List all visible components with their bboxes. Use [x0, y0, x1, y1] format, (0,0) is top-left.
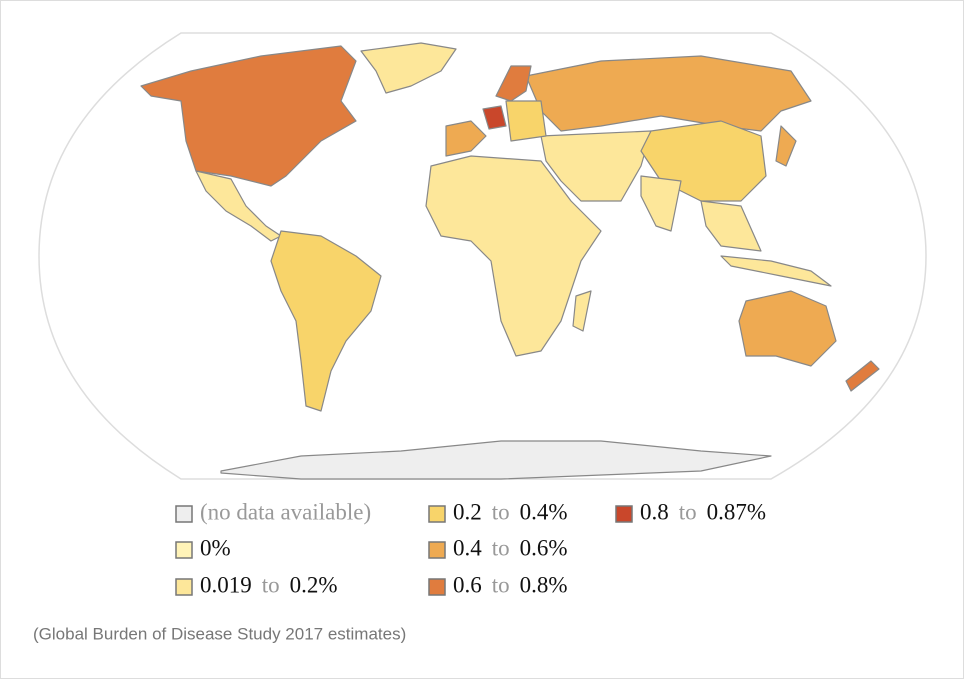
legend-connector: to — [262, 572, 280, 597]
legend-swatch — [428, 578, 446, 596]
region — [640, 175, 682, 232]
region — [572, 290, 592, 332]
region — [495, 65, 532, 102]
legend-low: 0.019 — [200, 572, 252, 597]
map-outline — [38, 32, 927, 480]
legend-swatch — [175, 541, 193, 559]
region — [738, 290, 837, 367]
region — [700, 200, 762, 252]
region — [360, 42, 457, 94]
footnote: (Global Burden of Disease Study 2017 est… — [33, 624, 406, 643]
legend-high: 0.87% — [707, 499, 766, 524]
legend-low: 0.4 — [453, 535, 482, 560]
legend-label: (no data available) — [200, 499, 371, 524]
legend-high: 0.8% — [520, 572, 568, 597]
region — [220, 440, 772, 480]
legend-low: 0.8 — [640, 499, 669, 524]
legend-connector: to — [679, 499, 697, 524]
legend-swatch — [615, 505, 633, 523]
legend-swatch — [175, 578, 193, 596]
legend-connector: to — [492, 572, 510, 597]
region — [720, 255, 832, 287]
legend-connector: to — [492, 499, 510, 524]
legend-low: 0.2 — [453, 499, 482, 524]
legend-high: 0.4% — [520, 499, 568, 524]
region — [525, 55, 812, 132]
legend-high: 0.6% — [520, 535, 568, 560]
region — [775, 125, 797, 167]
region — [482, 105, 507, 130]
legend-swatch — [428, 541, 446, 559]
region — [270, 230, 382, 412]
legend-connector: to — [492, 535, 510, 560]
legend-swatch — [428, 505, 446, 523]
legend-label: 0% — [200, 535, 231, 560]
region — [140, 45, 357, 187]
legend-high: 0.2% — [290, 572, 338, 597]
region — [195, 170, 282, 242]
legend-swatch — [175, 505, 193, 523]
region — [445, 120, 487, 157]
region — [425, 155, 602, 357]
region — [845, 360, 880, 392]
regions — [140, 42, 880, 480]
region — [505, 100, 547, 142]
legend-low: 0.6 — [453, 572, 482, 597]
